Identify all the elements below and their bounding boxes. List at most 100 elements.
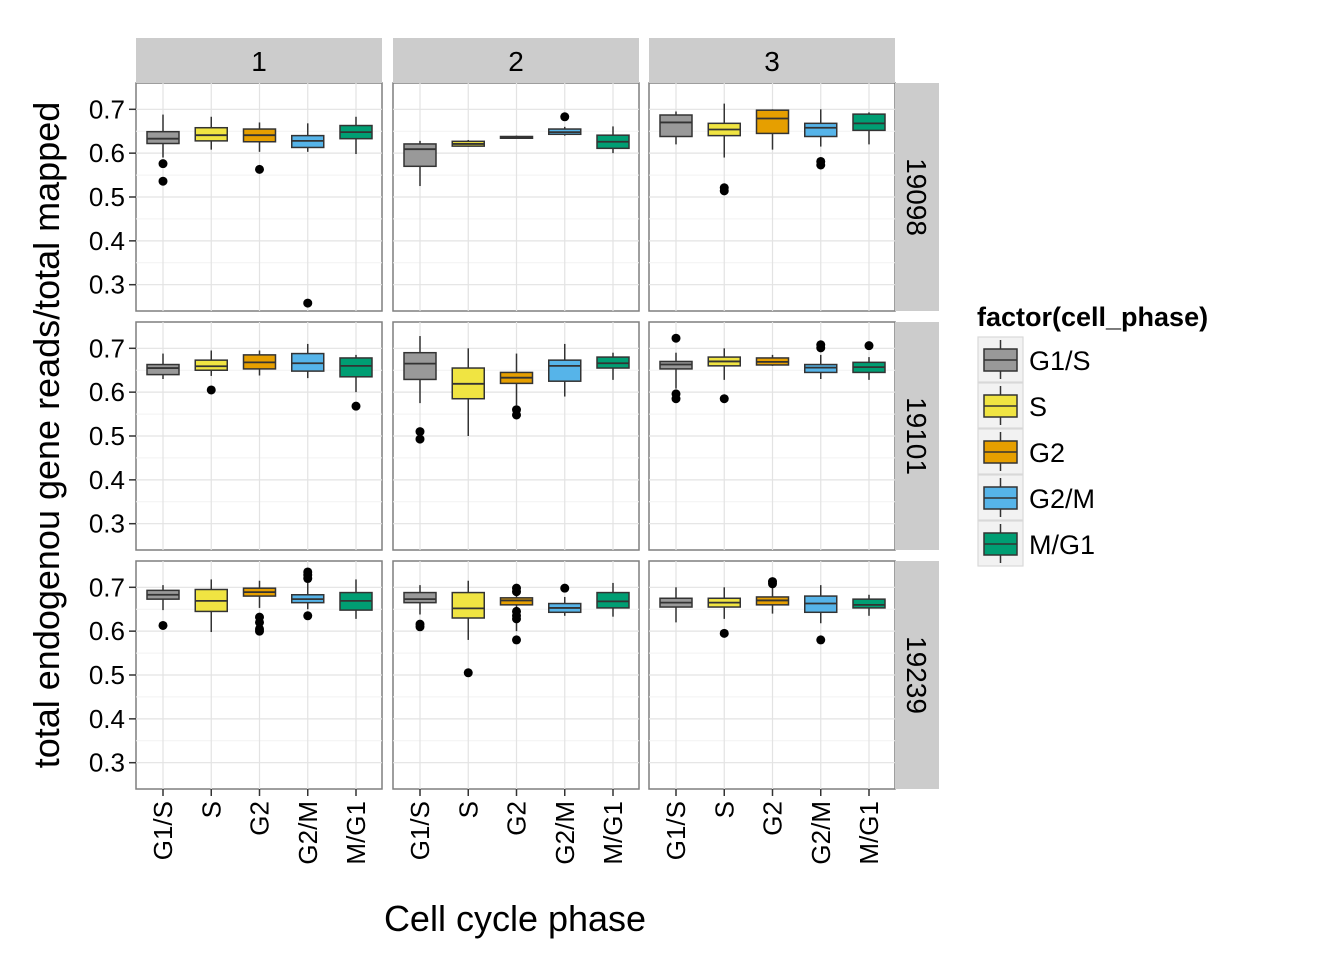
y-tick-label: 0.5 bbox=[89, 660, 125, 690]
legend: factor(cell_phase) G1/S S G2 G2/M M/G1 bbox=[977, 302, 1208, 567]
row-strip-background bbox=[895, 83, 939, 311]
box-m-g1 bbox=[596, 352, 630, 380]
legend-label: M/G1 bbox=[1029, 530, 1095, 560]
y-tick-label: 0.3 bbox=[89, 748, 125, 778]
panel-19101-3 bbox=[648, 321, 896, 551]
row-strip-19098: 19098 bbox=[895, 83, 939, 311]
box-g2-m bbox=[804, 585, 838, 645]
row-strip-background bbox=[895, 561, 939, 789]
box-iqr bbox=[548, 359, 582, 382]
box-g1-s bbox=[659, 111, 693, 145]
outlier-point bbox=[415, 427, 425, 437]
x-tick-label: S bbox=[709, 801, 739, 818]
legend-item-g1-s: G1/S bbox=[977, 336, 1091, 383]
box-g2-m bbox=[548, 112, 582, 136]
box-iqr bbox=[755, 109, 790, 135]
row-strip-background bbox=[895, 322, 939, 550]
x-tick-label: G2/M bbox=[550, 801, 580, 865]
panel-19098-2 bbox=[392, 82, 640, 312]
box-g2-m bbox=[548, 583, 582, 616]
box-s bbox=[451, 140, 485, 147]
outlier-point bbox=[158, 159, 168, 169]
outlier-point bbox=[671, 394, 681, 404]
x-tick-label: M/G1 bbox=[854, 801, 884, 865]
panel-19098-1 bbox=[135, 82, 383, 312]
box-g2 bbox=[755, 109, 790, 150]
outlier-point bbox=[158, 176, 168, 186]
box-g2-m bbox=[804, 340, 838, 379]
box-g2-m bbox=[804, 109, 838, 170]
col-strip-3: 3 bbox=[649, 38, 895, 83]
outlier-point bbox=[864, 341, 874, 351]
box-g2 bbox=[242, 350, 277, 376]
panel-19098-3 bbox=[648, 82, 896, 312]
row-strip-label: 19239 bbox=[901, 636, 932, 714]
x-tick-label: M/G1 bbox=[598, 801, 628, 865]
box-m-g1 bbox=[852, 594, 886, 616]
box-s bbox=[194, 116, 228, 150]
box-s bbox=[194, 350, 228, 395]
panel-19101-2 bbox=[392, 321, 640, 551]
legend-item-g2: G2 bbox=[977, 428, 1065, 475]
outlier-point bbox=[719, 394, 729, 404]
col-strip-2: 2 bbox=[393, 38, 639, 83]
box-m-g1 bbox=[852, 112, 886, 145]
outlier-point bbox=[719, 628, 729, 638]
x-axis: G1/S S G2 G2/M M/G1 G1/S S G2 G2/M M/G1 G1/S S G2 G2/… bbox=[148, 789, 884, 865]
x-tick-label: G1/S bbox=[148, 801, 178, 860]
box-s bbox=[451, 348, 485, 436]
outlier-point bbox=[255, 626, 264, 636]
y-tick-label: 0.3 bbox=[89, 270, 125, 300]
col-strip-label: 3 bbox=[764, 46, 780, 77]
panels-layer bbox=[135, 82, 896, 790]
legend-item-s: S bbox=[977, 382, 1047, 429]
x-axis-title: Cell cycle phase bbox=[384, 898, 646, 939]
outlier-point bbox=[816, 343, 826, 353]
outlier-point bbox=[415, 434, 425, 444]
box-g2 bbox=[242, 580, 277, 636]
y-tick-label: 0.4 bbox=[89, 226, 125, 256]
y-tick-label: 0.4 bbox=[89, 465, 125, 495]
box-g1-s bbox=[403, 140, 437, 187]
col-strip-label: 2 bbox=[508, 46, 524, 77]
legend-item-g2-m: G2/M bbox=[977, 474, 1095, 521]
box-iqr bbox=[852, 113, 886, 132]
y-tick-label: 0.6 bbox=[89, 616, 125, 646]
box-s bbox=[451, 580, 485, 678]
box-iqr bbox=[146, 130, 180, 145]
outlier-point bbox=[351, 401, 361, 411]
col-strip-background bbox=[649, 38, 895, 83]
y-axis: 0.3 0.4 0.5 0.6 0.7 0.3 0.4 0.5 0.6 0.7 0.3 0.4 0.5 0… bbox=[89, 94, 136, 778]
x-tick-label: G2 bbox=[245, 801, 275, 836]
outlier-point bbox=[303, 574, 313, 584]
box-iqr bbox=[804, 122, 838, 138]
box-m-g1 bbox=[596, 582, 630, 617]
y-tick-label: 0.5 bbox=[89, 421, 125, 451]
box-s bbox=[194, 579, 228, 633]
box-m-g1 bbox=[339, 116, 373, 155]
box-g1-s bbox=[146, 114, 180, 186]
box-g2-m bbox=[548, 343, 582, 397]
box-g1-s bbox=[146, 585, 180, 630]
box-iqr bbox=[194, 359, 228, 371]
y-tick-label: 0.3 bbox=[89, 509, 125, 539]
panel-19239-2 bbox=[392, 560, 640, 790]
box-g2-m bbox=[291, 343, 325, 379]
row-strip-19239: 19239 bbox=[895, 561, 939, 789]
box-iqr bbox=[403, 143, 437, 168]
outlier-point bbox=[512, 635, 521, 645]
outlier-point bbox=[255, 617, 264, 627]
box-m-g1 bbox=[596, 126, 630, 154]
x-tick-label: G2/M bbox=[806, 801, 836, 865]
box-s bbox=[707, 348, 741, 404]
box-iqr bbox=[596, 591, 630, 609]
box-g2 bbox=[755, 354, 790, 366]
x-tick-label: G1/S bbox=[405, 801, 435, 860]
box-g1-s bbox=[403, 336, 437, 444]
box-g2-m bbox=[291, 123, 325, 308]
x-tick-label: G2/M bbox=[293, 801, 323, 865]
box-g2 bbox=[499, 583, 534, 645]
outlier-point bbox=[512, 614, 521, 624]
row-strip-19101: 19101 bbox=[895, 322, 939, 550]
